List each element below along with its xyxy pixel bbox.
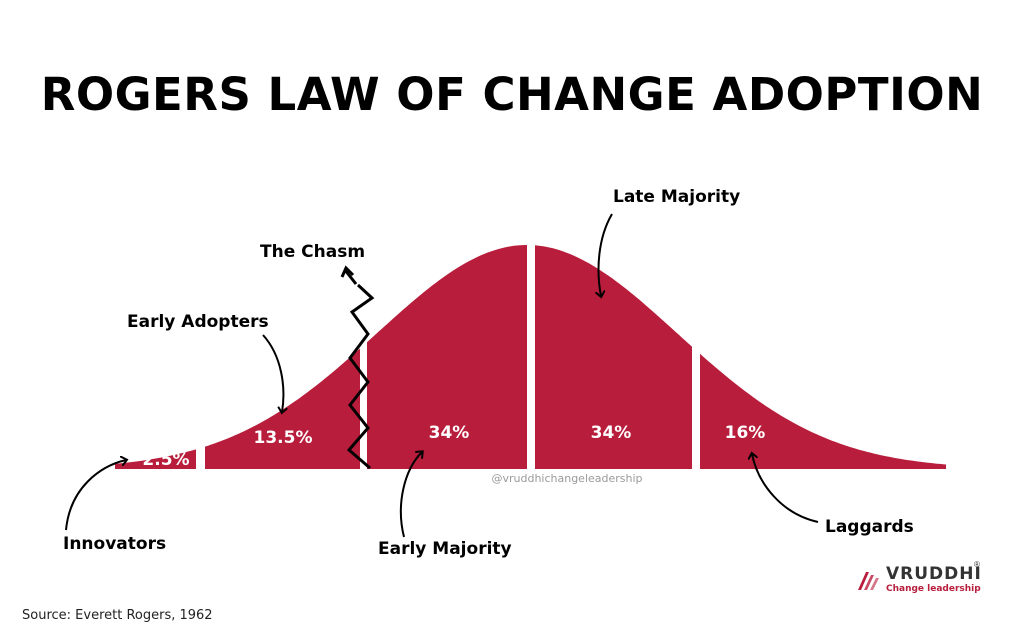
label-chasm: The Chasm: [260, 242, 365, 262]
arrow-innovators-icon: [65, 460, 126, 531]
percent-late-majority: 34%: [591, 423, 632, 443]
page-title: ROGERS LAW OF CHANGE ADOPTION: [40, 68, 984, 121]
segment-laggards: [700, 353, 946, 469]
logo-name: VRUDDHI: [886, 564, 982, 584]
logo-tagline: Change leadership: [886, 584, 981, 594]
label-early-majority: Early Majority: [378, 539, 512, 559]
segment-innovators: [115, 449, 196, 469]
percent-early-adopters: 13.5%: [254, 428, 313, 448]
percent-laggards: 16%: [725, 423, 766, 443]
label-early-adopters: Early Adopters: [127, 312, 269, 332]
source-citation: Source: Everett Rogers, 1962: [22, 608, 213, 623]
logo-registered: ®: [974, 560, 980, 569]
arrow-laggards-icon: [752, 454, 819, 523]
chasm-zigzag: [346, 283, 375, 470]
arrow-late-majority-icon: [599, 213, 613, 296]
label-laggards: Laggards: [825, 517, 914, 537]
segment-early-adopters: [205, 348, 360, 469]
vruddhi-logo: VRUDDHI ® Change leadership: [856, 560, 986, 598]
watermark: @vruddhichangeleadership: [491, 472, 642, 485]
chasm-arrowhead-icon: [340, 265, 355, 278]
logo-mark-icon: [858, 572, 879, 590]
percent-early-majority: 34%: [429, 423, 470, 443]
label-innovators: Innovators: [63, 534, 166, 554]
segment-late-majority: [535, 245, 692, 469]
percent-innovators: 2.5%: [142, 450, 189, 470]
arrow-early-adopters-icon: [262, 334, 283, 412]
arrow-early-majority-icon: [399, 452, 422, 538]
segment-early-majority: [367, 245, 527, 469]
label-late-majority: Late Majority: [613, 187, 740, 207]
